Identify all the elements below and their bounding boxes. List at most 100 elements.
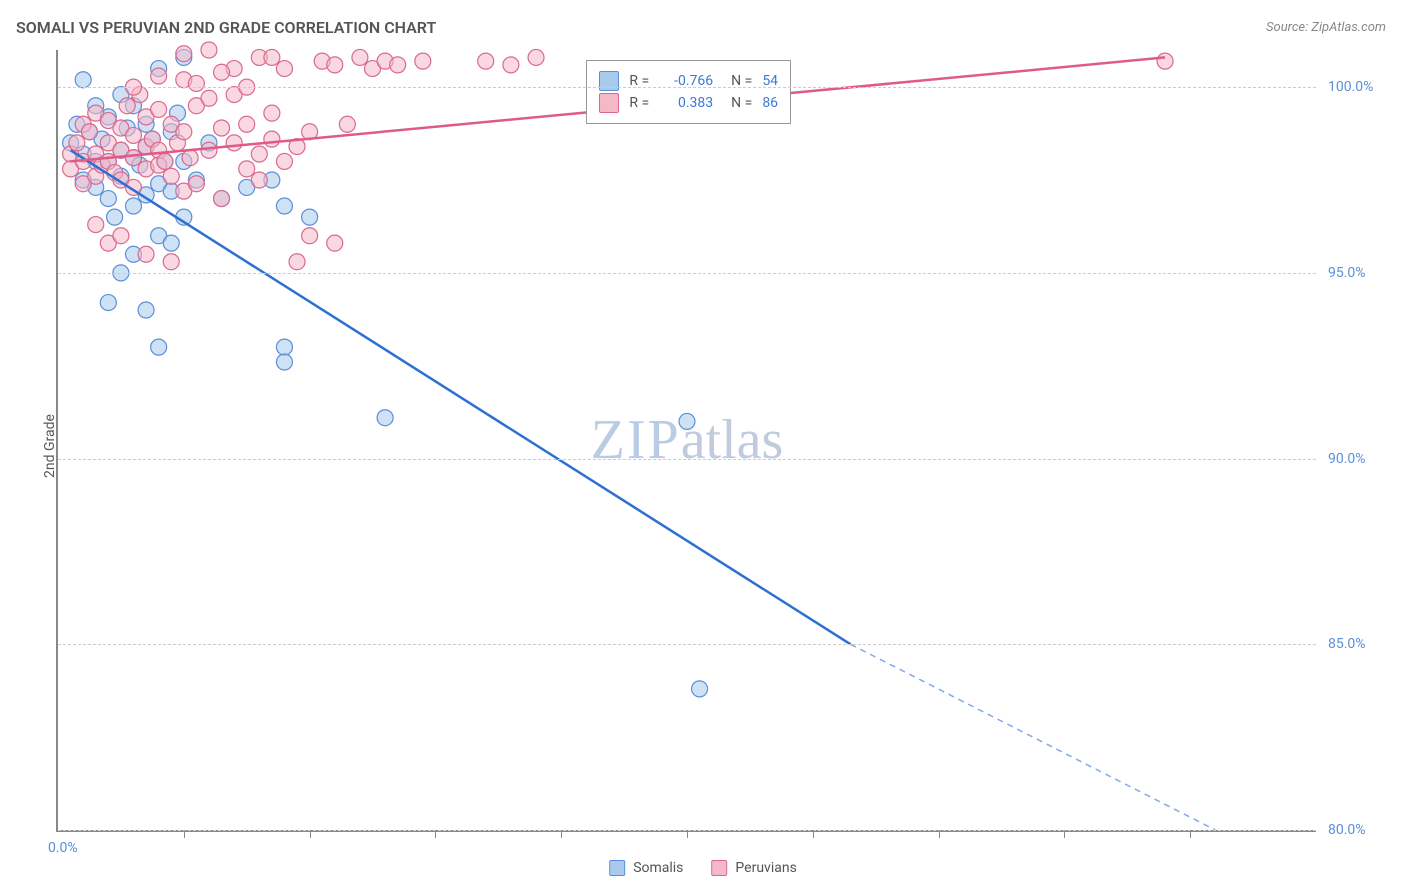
scatter-point xyxy=(276,61,292,77)
gridline xyxy=(58,87,1316,88)
scatter-point xyxy=(151,68,167,84)
x-tick-mark xyxy=(939,830,940,838)
scatter-point xyxy=(327,57,343,73)
scatter-point xyxy=(528,49,544,65)
legend-label: Peruvians xyxy=(735,860,796,876)
x-tick-mark xyxy=(184,830,185,838)
scatter-point xyxy=(151,339,167,355)
legend-item: Peruvians xyxy=(711,860,796,876)
scatter-point xyxy=(352,49,368,65)
scatter-svg xyxy=(58,50,1316,830)
y-tick-label: 85.0% xyxy=(1328,636,1366,652)
scatter-point xyxy=(214,191,230,207)
chart-title: SOMALI VS PERUVIAN 2ND GRADE CORRELATION… xyxy=(16,18,436,37)
scatter-point xyxy=(201,142,217,158)
gridline xyxy=(58,273,1316,274)
scatter-point xyxy=(692,681,708,697)
scatter-point xyxy=(503,57,519,73)
scatter-point xyxy=(182,150,198,166)
scatter-point xyxy=(264,131,280,147)
x-tick-mark xyxy=(310,830,311,838)
scatter-point xyxy=(188,176,204,192)
x-tick-mark xyxy=(687,830,688,838)
x-tick-mark xyxy=(813,830,814,838)
n-label: N = xyxy=(731,95,752,111)
scatter-point xyxy=(100,295,116,311)
scatter-point xyxy=(113,228,129,244)
x-tick-mark xyxy=(435,830,436,838)
scatter-point xyxy=(327,235,343,251)
r-value: 0.383 xyxy=(659,95,713,111)
legend-swatch xyxy=(711,860,727,876)
scatter-point xyxy=(1157,53,1173,69)
regression-line xyxy=(71,150,851,644)
x-tick-mark xyxy=(1190,830,1191,838)
y-tick-label: 100.0% xyxy=(1328,79,1373,95)
scatter-point xyxy=(75,72,91,88)
scatter-point xyxy=(188,75,204,91)
y-tick-label: 90.0% xyxy=(1328,451,1366,467)
scatter-point xyxy=(478,53,494,69)
legend-label: Somalis xyxy=(633,860,683,876)
scatter-point xyxy=(81,124,97,140)
scatter-point xyxy=(69,135,85,151)
scatter-point xyxy=(276,198,292,214)
scatter-point xyxy=(125,150,141,166)
scatter-point xyxy=(226,135,242,151)
correlation-legend-row: R = 0.383 N = 86 xyxy=(599,93,778,113)
scatter-point xyxy=(264,105,280,121)
scatter-point xyxy=(107,209,123,225)
scatter-point xyxy=(157,153,173,169)
scatter-point xyxy=(251,172,267,188)
scatter-point xyxy=(302,228,318,244)
scatter-point xyxy=(239,161,255,177)
scatter-point xyxy=(214,120,230,136)
y-tick-label: 80.0% xyxy=(1328,822,1366,838)
scatter-point xyxy=(377,410,393,426)
scatter-point xyxy=(100,191,116,207)
legend-swatch xyxy=(609,860,625,876)
scatter-point xyxy=(163,168,179,184)
regression-line-extrapolated xyxy=(851,644,1216,830)
scatter-point xyxy=(176,124,192,140)
scatter-point xyxy=(339,116,355,132)
bottom-legend: Somalis Peruvians xyxy=(609,860,797,876)
chart-plot-area: ZIPatlas R =-0.766N =54R =0.383N =86 0.0… xyxy=(56,50,1316,832)
scatter-point xyxy=(201,42,217,58)
x-tick-mark xyxy=(1064,830,1065,838)
scatter-point xyxy=(88,217,104,233)
legend-item: Somalis xyxy=(609,860,683,876)
y-tick-label: 95.0% xyxy=(1328,265,1366,281)
scatter-point xyxy=(138,302,154,318)
scatter-point xyxy=(125,198,141,214)
scatter-point xyxy=(214,64,230,80)
scatter-point xyxy=(679,413,695,429)
scatter-point xyxy=(125,127,141,143)
scatter-point xyxy=(151,101,167,117)
gridline xyxy=(58,459,1316,460)
scatter-point xyxy=(201,90,217,106)
scatter-point xyxy=(302,209,318,225)
correlation-legend-box: R =-0.766N =54R =0.383N =86 xyxy=(586,60,791,124)
scatter-point xyxy=(276,339,292,355)
legend-swatch xyxy=(599,93,619,113)
scatter-point xyxy=(289,254,305,270)
x-tick-mark xyxy=(561,830,562,838)
scatter-point xyxy=(176,46,192,62)
n-value: 86 xyxy=(762,95,778,111)
scatter-point xyxy=(276,153,292,169)
scatter-point xyxy=(163,254,179,270)
scatter-point xyxy=(163,235,179,251)
scatter-point xyxy=(415,53,431,69)
scatter-point xyxy=(138,246,154,262)
scatter-point xyxy=(276,354,292,370)
source-label: Source: ZipAtlas.com xyxy=(1266,20,1386,35)
scatter-point xyxy=(251,146,267,162)
scatter-point xyxy=(119,98,135,114)
x-origin-label: 0.0% xyxy=(48,840,78,856)
scatter-point xyxy=(390,57,406,73)
scatter-point xyxy=(239,116,255,132)
gridline xyxy=(58,644,1316,645)
scatter-point xyxy=(264,49,280,65)
r-label: R = xyxy=(629,95,649,111)
